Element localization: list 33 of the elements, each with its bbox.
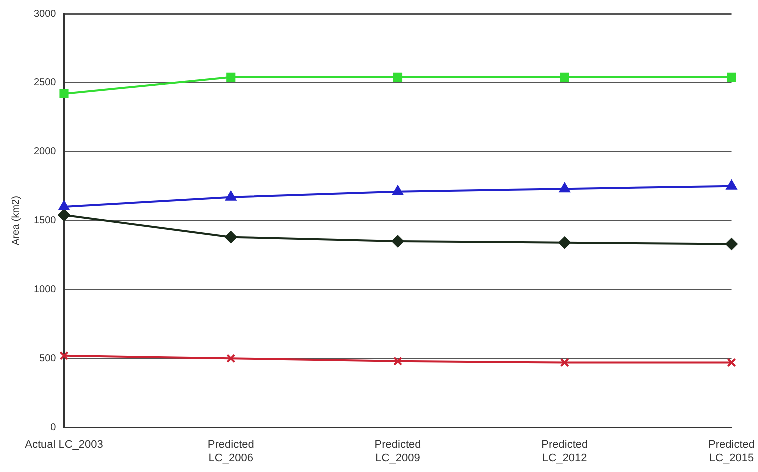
point: [226, 72, 236, 82]
y-tick-label: 1500: [34, 216, 57, 227]
point: [727, 358, 736, 368]
point: [726, 238, 738, 250]
point: [392, 186, 404, 196]
point: [225, 231, 238, 244]
y-tick-label: 3000: [34, 8, 57, 20]
point: [560, 183, 570, 193]
point: [58, 209, 70, 222]
y-tick-label: 2500: [34, 78, 57, 89]
y-tick-label: 500: [40, 353, 57, 364]
point: [727, 72, 736, 82]
point: [558, 236, 571, 249]
point: [560, 72, 570, 82]
point: [226, 191, 236, 201]
x-tick-label: Predicted LC_2015: [708, 439, 756, 464]
point: [726, 180, 738, 190]
point: [60, 89, 69, 98]
y-tick-label: 1000: [34, 284, 57, 296]
point: [60, 351, 69, 360]
x-tick-label: Predicted LC_2009: [374, 439, 422, 464]
x-tick-label: Actual LC_2003: [25, 439, 104, 452]
y-tick-label: 0: [50, 422, 57, 434]
point: [393, 72, 403, 82]
x-tick-label: Predicted LC_2012: [542, 439, 588, 464]
point: [393, 356, 403, 366]
y-axis-title: Area (km2): [10, 196, 22, 246]
y-tick-label: 2000: [34, 146, 57, 158]
point: [226, 354, 236, 364]
point: [560, 358, 570, 368]
point: [392, 235, 404, 248]
point: [58, 201, 70, 211]
x-tick-label: Predicted LC_2006: [208, 439, 254, 464]
